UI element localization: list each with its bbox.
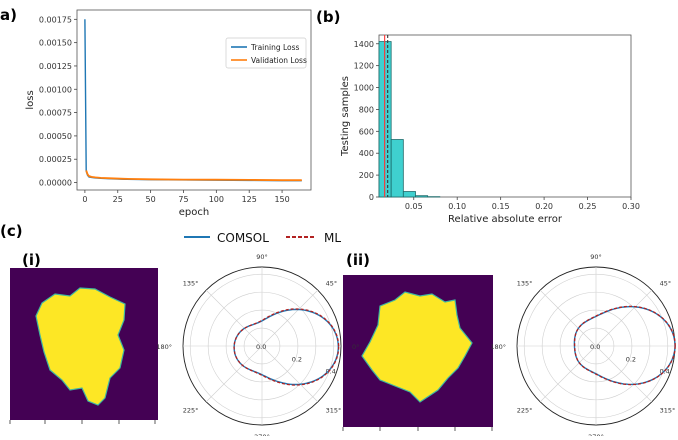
histogram-bar <box>391 140 403 197</box>
polar-plot-ii: 0°45°90°135°180°225°270°315°0.00.20.4 <box>490 253 678 436</box>
y-tick-label: 0.00100 <box>39 85 72 94</box>
x-tick-label: 0.15 <box>492 202 510 211</box>
loss-chart-legend: Training Loss Validation Loss <box>226 38 307 68</box>
polar-radius-label: 0.0 <box>590 343 600 351</box>
polar-angle-label: 0° <box>352 343 359 351</box>
y-tick-label: 0.00150 <box>39 39 72 48</box>
x-tick-label: 150 <box>274 195 289 204</box>
polar-angle-label: 90° <box>590 253 602 261</box>
polar-angle-label: 225° <box>183 407 199 415</box>
y-tick-label: 0.00025 <box>39 155 72 164</box>
polar-radius-label: 0.2 <box>292 355 302 363</box>
x-tick-label: 0.10 <box>448 202 466 211</box>
x-tick-label: 0.30 <box>622 202 640 211</box>
polar-radius-label: 0.2 <box>626 355 636 363</box>
legend-label-ml: ML <box>324 231 341 245</box>
loss-chart: 0 25 50 75 100 125 150 0.00000 0.00025 0.00050 0.0… <box>25 10 311 218</box>
histogram-xlabel: Relative absolute error <box>448 214 563 225</box>
y-tick-label: 0.00075 <box>39 109 72 118</box>
y-tick-label: 1000 <box>354 84 374 93</box>
histogram-bar <box>415 196 427 197</box>
polar-plot-i: 0°45°90°135°180°225°270°315°0.00.20.4 <box>156 253 359 436</box>
y-tick-label: 1200 <box>354 62 374 71</box>
error-histogram: 0.05 0.10 0.15 0.20 0.25 0.30 0 200 400 600 800 100… <box>340 35 640 225</box>
x-tick-label: 125 <box>242 195 257 204</box>
panel-label-a: a) <box>0 6 17 24</box>
x-tick-label: 0.05 <box>405 202 423 211</box>
y-tick-label: 0 <box>369 193 374 202</box>
loss-chart-ylabel: loss <box>25 90 36 109</box>
legend-label-training: Training Loss <box>250 43 300 52</box>
histogram-frame <box>379 35 631 197</box>
y-tick-label: 0.00175 <box>39 15 72 24</box>
shape-image-i <box>10 268 158 424</box>
y-tick-label: 800 <box>359 105 374 114</box>
y-tick-label: 0.00125 <box>39 62 72 71</box>
polar-angle-label: 180° <box>490 343 506 351</box>
shape-image-ii <box>343 275 493 431</box>
comparison-legend: COMSOL ML <box>184 231 341 245</box>
x-tick-label: 50 <box>146 195 156 204</box>
polar-angle-label: 135° <box>183 279 199 287</box>
loss-chart-xlabel: epoch <box>179 207 209 218</box>
x-tick-label: 0.20 <box>535 202 553 211</box>
histogram-bar <box>403 192 415 197</box>
panel-label-c: (c) <box>0 222 23 240</box>
loss-chart-frame <box>77 10 311 190</box>
x-tick-label: 100 <box>209 195 224 204</box>
x-tick-label: 75 <box>178 195 188 204</box>
y-tick-label: 400 <box>359 149 374 158</box>
panel-label-ii: (ii) <box>346 251 370 269</box>
panel-label-b: (b) <box>316 8 340 26</box>
y-tick-label: 0.00000 <box>39 179 72 188</box>
polar-radius-label: 0.0 <box>256 343 266 351</box>
polar-angle-label: 90° <box>256 253 268 261</box>
polar-angle-label: 180° <box>156 343 172 351</box>
histogram-ylabel: Testing samples <box>340 76 351 157</box>
legend-label-comsol: COMSOL <box>217 231 269 245</box>
polar-angle-label: 225° <box>517 407 533 415</box>
polar-angle-label: 135° <box>517 279 533 287</box>
y-tick-label: 0.00050 <box>39 132 72 141</box>
polar-angle-label: 315° <box>326 407 342 415</box>
x-tick-label: 0.25 <box>579 202 597 211</box>
y-tick-label: 600 <box>359 127 374 136</box>
y-tick-label: 1400 <box>354 40 374 49</box>
x-tick-label: 25 <box>113 195 123 204</box>
polar-angle-label: 45° <box>326 279 338 287</box>
legend-label-validation: Validation Loss <box>251 56 307 65</box>
polar-angle-label: 45° <box>660 279 672 287</box>
x-tick-label: 0 <box>82 195 87 204</box>
y-tick-label: 200 <box>359 171 374 180</box>
polar-angle-label: 315° <box>660 407 676 415</box>
panel-label-i: (i) <box>22 251 41 269</box>
